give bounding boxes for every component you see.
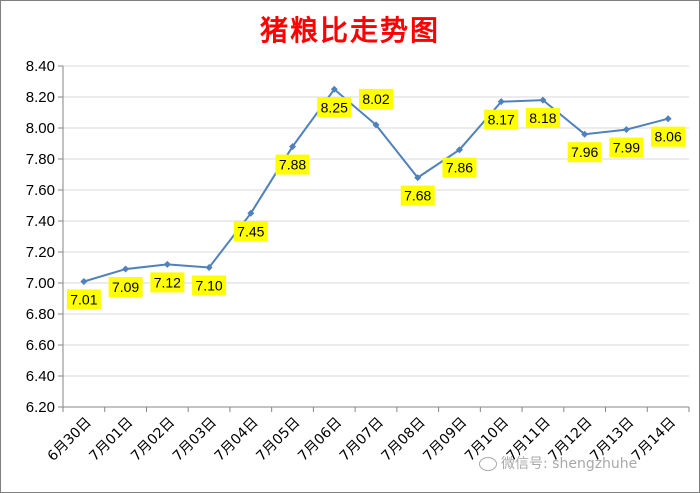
data-label: 7.99 xyxy=(613,140,640,156)
y-tick-label: 7.60 xyxy=(26,182,55,199)
y-axis-ticks: 6.20 6.40 6.60 6.80 7.00 7.20 7.40 7.60 7.80 8.00… xyxy=(26,58,55,416)
data-label-box xyxy=(108,277,143,298)
data-label-box xyxy=(525,108,560,129)
x-tick-label: 7月04日 xyxy=(212,415,262,465)
data-label-box xyxy=(567,142,602,163)
x-tick-label: 7月01日 xyxy=(86,415,136,465)
x-tick-label: 6月30日 xyxy=(45,415,95,465)
data-label-box xyxy=(66,289,101,310)
y-tick-label: 8.40 xyxy=(26,58,55,75)
data-labels: 7.01 7.09 7.12 7.10 7.45 7.88 8.25 8.02 7.68 7.86… xyxy=(66,88,686,310)
data-label: 7.96 xyxy=(571,144,598,160)
data-label-box xyxy=(400,185,435,206)
y-tick-label: 7.40 xyxy=(26,213,55,230)
data-label: 7.01 xyxy=(70,291,97,307)
data-point-marker xyxy=(289,143,297,151)
data-point-marker xyxy=(497,98,505,106)
data-label: 7.12 xyxy=(154,274,181,290)
data-point-marker xyxy=(664,115,672,123)
data-point-marker xyxy=(581,130,589,138)
data-label-box xyxy=(192,275,227,296)
data-label-box xyxy=(484,109,519,130)
x-tick-label: 7月03日 xyxy=(170,415,220,465)
data-label: 7.86 xyxy=(446,160,473,176)
data-label: 8.06 xyxy=(655,129,682,145)
x-tick-label: 7月06日 xyxy=(295,415,345,465)
data-point-marker xyxy=(205,264,213,271)
data-point-marker xyxy=(372,121,380,129)
data-label: 7.09 xyxy=(112,279,139,295)
data-label: 7.10 xyxy=(195,278,222,294)
data-point-marker xyxy=(247,209,255,217)
x-tick-label: 7月02日 xyxy=(128,415,178,465)
data-label-box xyxy=(442,157,477,178)
data-label-box xyxy=(359,88,393,109)
y-tick-label: 6.80 xyxy=(26,306,55,323)
y-tick-label: 6.20 xyxy=(26,399,55,416)
data-label: 7.68 xyxy=(404,188,431,204)
axes xyxy=(58,65,690,412)
y-tick-label: 7.80 xyxy=(26,151,55,168)
data-point-marker xyxy=(122,265,130,273)
y-tick-label: 7.00 xyxy=(26,275,55,292)
series-polyline xyxy=(83,87,669,283)
watermark: 微信号: shengzhuhe xyxy=(479,453,637,473)
data-label: 8.17 xyxy=(488,112,515,128)
y-tick-label: 8.00 xyxy=(26,120,55,137)
data-label-box xyxy=(150,272,185,293)
data-label: 7.45 xyxy=(237,223,264,239)
y-tick-label: 6.60 xyxy=(26,337,55,354)
x-tick-label: 7月05日 xyxy=(253,415,303,465)
data-label-box xyxy=(609,137,644,158)
data-label: 8.02 xyxy=(362,91,389,107)
data-label: 7.88 xyxy=(279,157,306,173)
data-point-marker xyxy=(163,260,171,268)
data-point-marker xyxy=(414,174,422,182)
data-label-box xyxy=(651,126,686,147)
data-point-marker xyxy=(330,85,338,93)
data-label-box xyxy=(317,97,352,118)
y-tick-label: 8.20 xyxy=(26,89,55,106)
data-point-marker xyxy=(80,277,88,285)
x-tick-label: 7月07日 xyxy=(337,415,387,465)
y-tick-label: 7.20 xyxy=(26,244,55,261)
wechat-icon xyxy=(479,457,497,471)
watermark-text: 微信号: shengzhuhe xyxy=(501,456,638,472)
x-tick-label: 7月08日 xyxy=(379,415,429,465)
x-tick-label: 7月09日 xyxy=(420,415,470,465)
data-point-marker xyxy=(622,126,630,134)
chart-title: 猪粮比走势图 xyxy=(259,14,440,47)
data-label: 8.18 xyxy=(529,110,556,126)
data-label: 8.25 xyxy=(321,99,348,115)
data-point-marker xyxy=(539,96,547,104)
data-label-box xyxy=(233,221,268,242)
y-tick-label: 6.40 xyxy=(26,368,55,385)
data-label-box xyxy=(275,154,310,175)
data-point-marker xyxy=(455,146,463,154)
series-line xyxy=(80,85,672,285)
gridlines xyxy=(63,65,689,377)
